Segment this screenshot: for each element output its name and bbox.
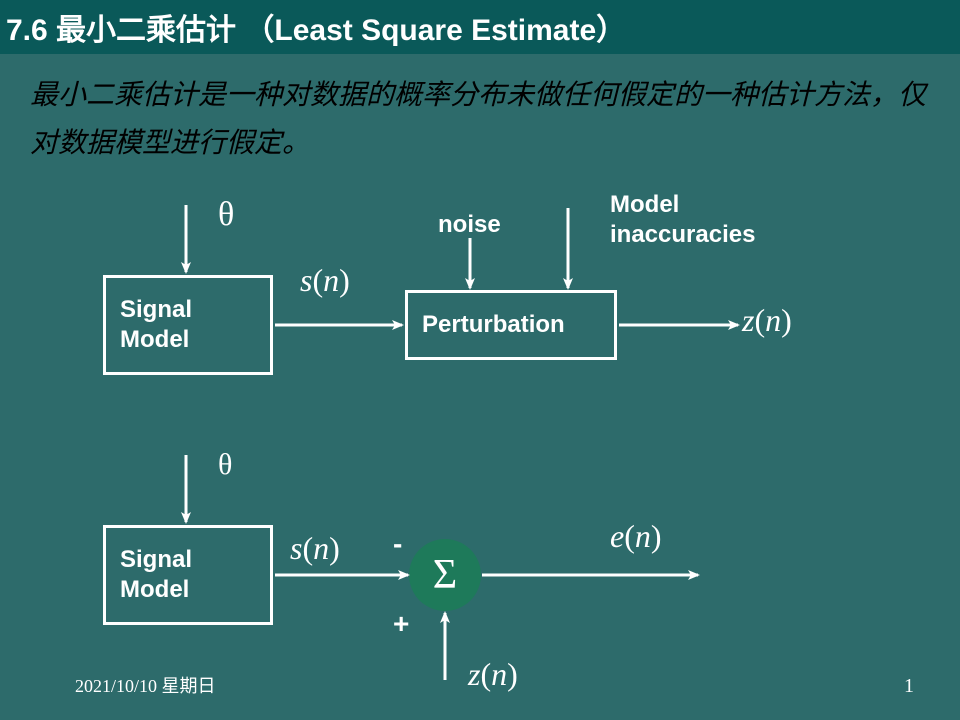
arrows-layer (0, 0, 960, 720)
footer-page: 1 (904, 675, 914, 698)
footer-date: 2021/10/10 星期日 (75, 672, 216, 698)
